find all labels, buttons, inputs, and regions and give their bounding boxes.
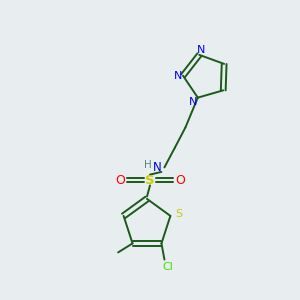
- Text: N: N: [196, 45, 205, 56]
- Text: S: S: [175, 209, 182, 219]
- Text: N: N: [152, 161, 161, 174]
- Text: H: H: [144, 160, 152, 170]
- Text: S: S: [145, 173, 155, 187]
- Text: O: O: [115, 173, 125, 187]
- Text: Cl: Cl: [162, 262, 173, 272]
- Text: N: N: [173, 71, 182, 81]
- Text: N: N: [189, 97, 197, 107]
- Text: O: O: [175, 173, 185, 187]
